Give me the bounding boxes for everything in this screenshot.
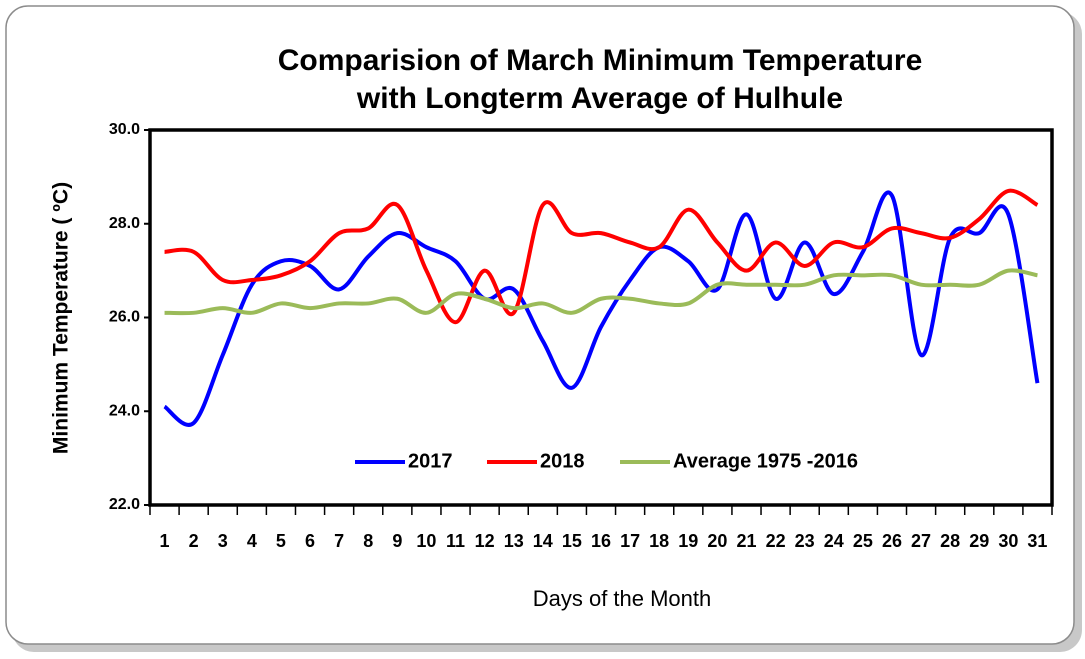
x-tick-label: 28	[940, 531, 960, 551]
x-tick-label: 3	[218, 531, 228, 551]
x-tick-label: 14	[533, 531, 553, 551]
x-axis-label: Days of the Month	[533, 586, 712, 611]
x-tick-label: 11	[446, 531, 465, 551]
x-tick-label: 21	[736, 531, 756, 551]
x-tick-label: 1	[160, 531, 170, 551]
x-tick-label: 13	[504, 531, 524, 551]
x-tick-label: 5	[276, 531, 286, 551]
frame	[5, 5, 1075, 645]
chart-title: Comparision of March Minimum Temperature	[278, 44, 923, 77]
x-tick-label: 31	[1027, 531, 1047, 551]
y-tick-label: 22.0	[109, 496, 140, 513]
y-tick-label: 28.0	[109, 215, 140, 232]
x-tick-label: 27	[911, 531, 931, 551]
x-tick-label: 10	[416, 531, 436, 551]
y-axis-label: Minimum Temperature ( ºC)	[50, 182, 73, 454]
y-tick-label: 24.0	[109, 402, 140, 419]
x-tick-label: 4	[247, 531, 257, 551]
legend-label: 2017	[408, 450, 453, 472]
y-tick-label: 26.0	[109, 309, 140, 326]
x-tick-label: 12	[475, 531, 495, 551]
chart-title: with Longterm Average of Hulhule	[356, 82, 843, 115]
x-tick-label: 20	[707, 531, 727, 551]
x-tick-label: 22	[766, 531, 786, 551]
series-line	[164, 268, 1038, 316]
legend-label: 2018	[540, 450, 585, 472]
series-line	[163, 190, 1040, 427]
x-tick-label: 29	[969, 531, 989, 551]
x-tick-label: 26	[882, 531, 902, 551]
y-tick-label: 30.0	[109, 121, 140, 138]
x-tick-label: 19	[678, 531, 698, 551]
x-tick-label: 15	[562, 531, 582, 551]
x-tick-label: 30	[998, 531, 1018, 551]
x-tick-label: 8	[363, 531, 373, 551]
x-tick-label: 2	[189, 531, 199, 551]
x-tick-label: 9	[392, 531, 402, 551]
x-tick-label: 6	[305, 531, 315, 551]
legend-label: Average 1975 -2016	[673, 450, 858, 472]
series-line	[164, 188, 1039, 325]
x-tick-label: 23	[795, 531, 815, 551]
x-tick-label: 18	[649, 531, 669, 551]
x-tick-label: 17	[620, 531, 640, 551]
x-tick-label: 7	[334, 531, 344, 551]
plot-border	[148, 128, 1054, 507]
x-tick-label: 25	[853, 531, 873, 551]
x-tick-label: 16	[591, 531, 611, 551]
x-tick-label: 24	[824, 531, 844, 551]
